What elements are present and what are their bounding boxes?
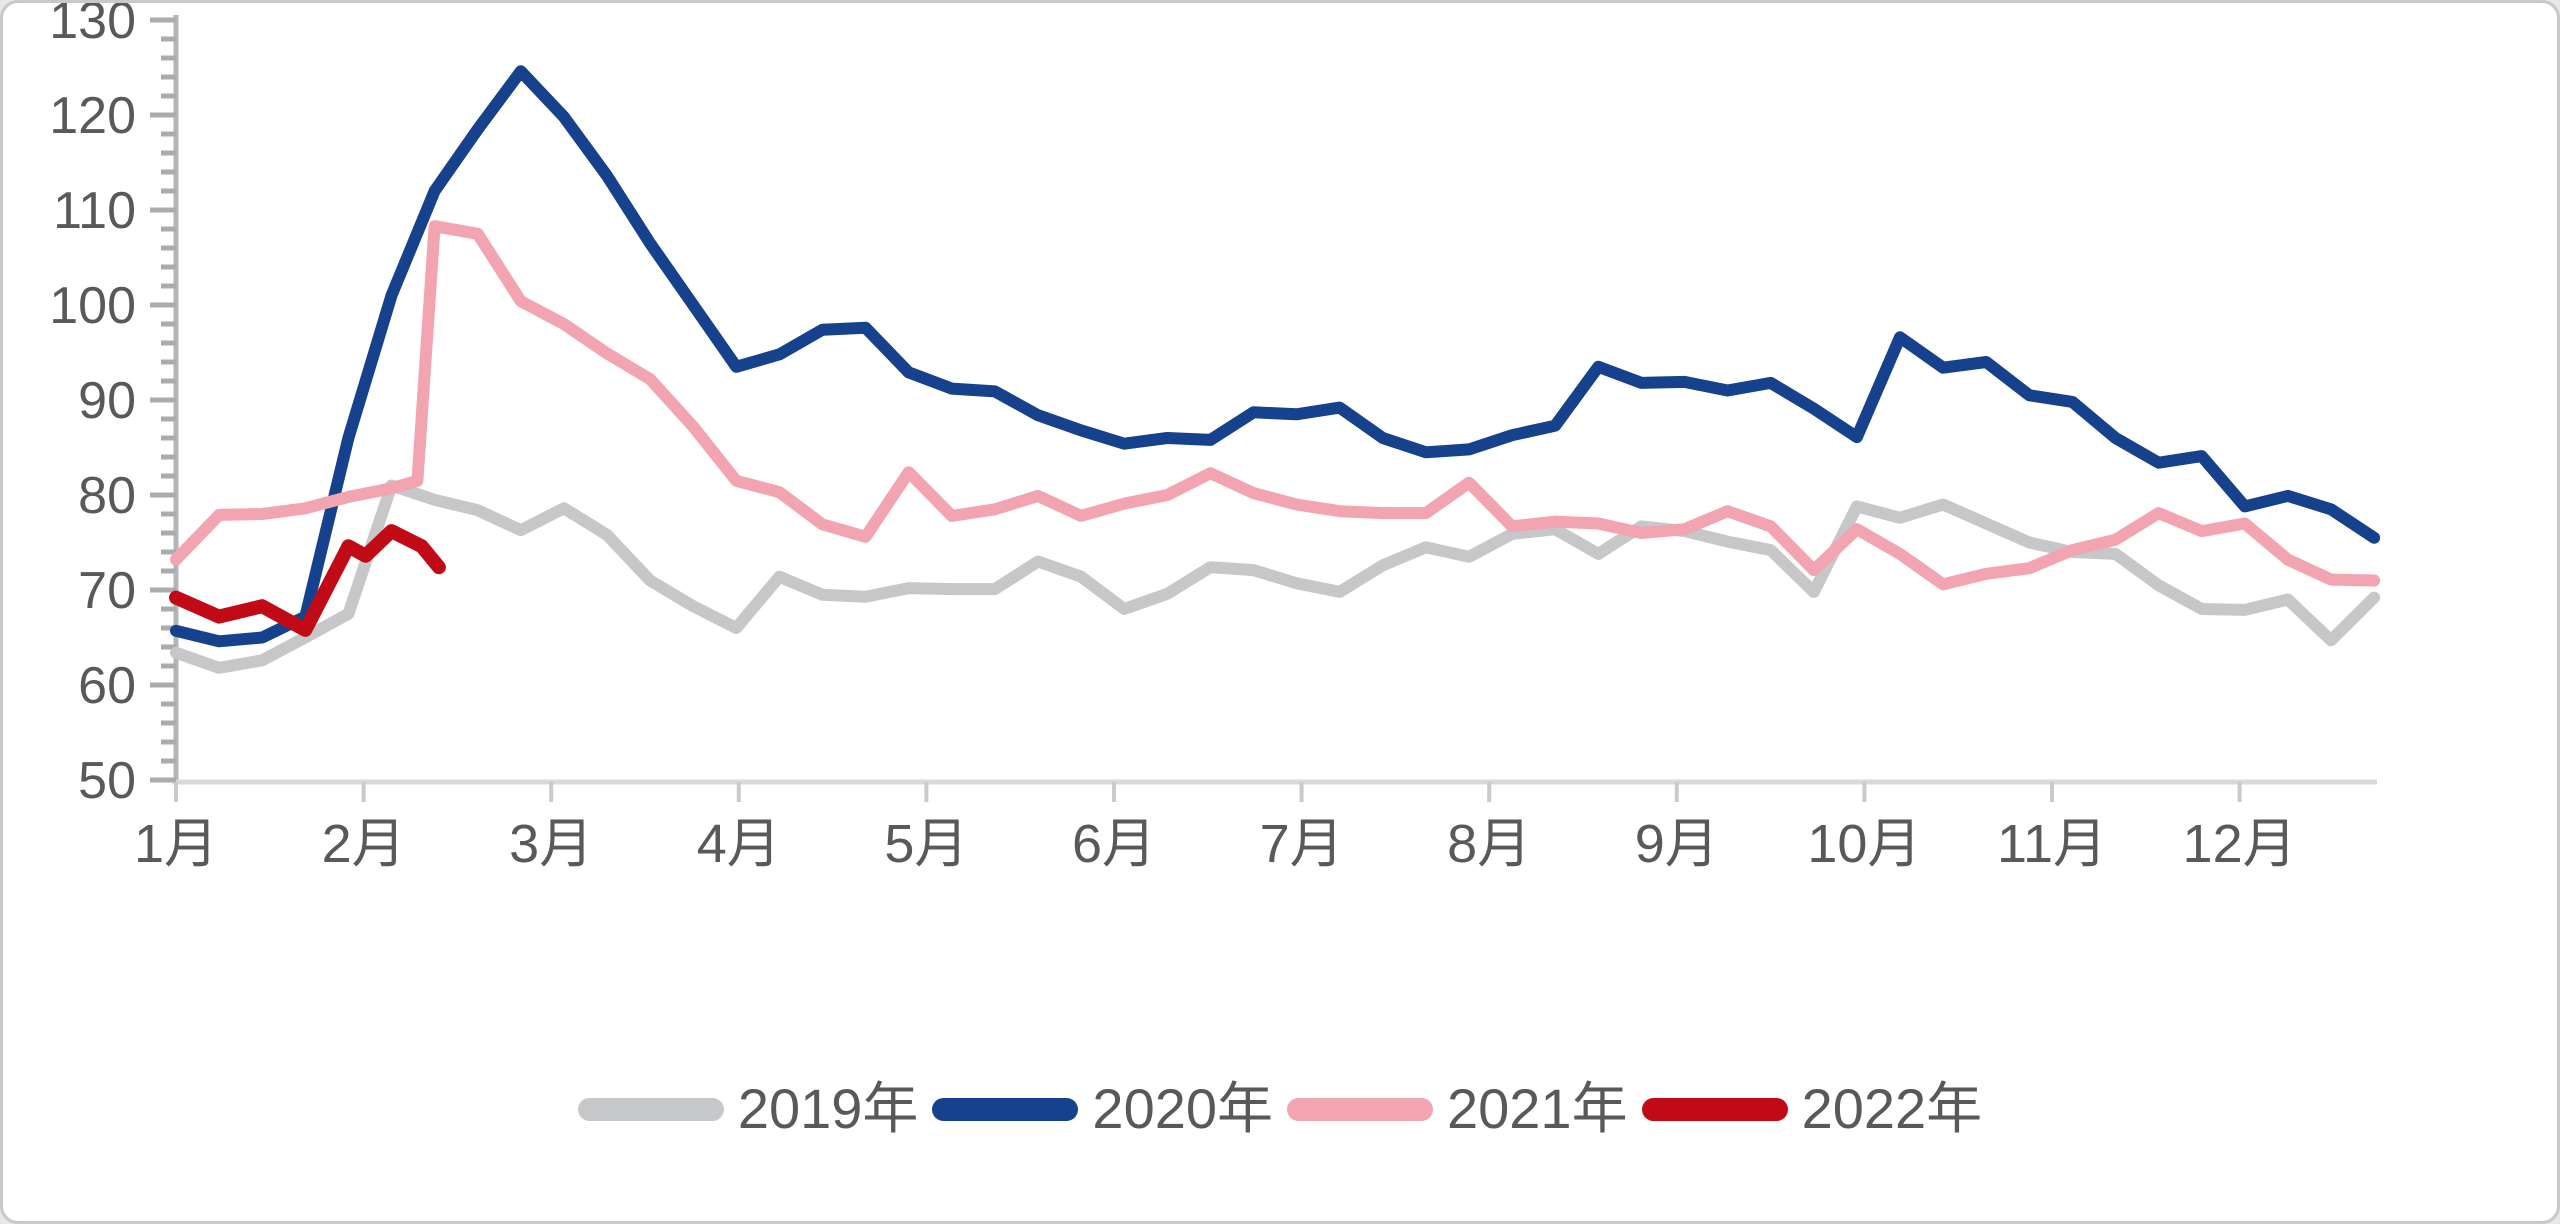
x-axis-label: 4月 [697,814,781,874]
y-axis-label: 130 [49,3,136,50]
legend-swatch-icon [1641,1097,1788,1121]
x-axis-label: 7月 [1260,814,1344,874]
y-axis-label: 100 [49,277,136,335]
legend-label: 2022年 [1801,1077,1983,1140]
y-axis-label: 60 [78,657,136,715]
x-axis-label: 6月 [1072,814,1156,874]
legend-swatch-icon [1287,1097,1433,1121]
legend-item-2020年[interactable]: 2020年 [932,1081,1273,1137]
legend-item-2019年[interactable]: 2019年 [577,1077,919,1140]
y-axis-label: 50 [78,752,136,810]
legend-label: 2020年 [1092,1077,1273,1140]
x-axis-label: 10月 [1807,814,1921,874]
legend-item-2022年[interactable]: 2022年 [1641,1077,1983,1140]
y-axis-label: 70 [78,562,136,620]
y-axis-label: 110 [53,182,136,240]
series-line-2021年 [170,220,2381,591]
series-line-2019年 [170,479,2381,674]
x-axis-label: 8月 [1447,814,1531,874]
x-axis-label: 11月 [1997,814,2107,874]
x-axis-label: 9月 [1635,814,1719,874]
y-axis-label: 90 [78,372,136,430]
legend-swatch-icon [577,1097,724,1121]
series-line-2022年 [169,524,446,637]
legend-label: 2021年 [1447,1077,1628,1140]
x-axis-label: 5月 [884,814,968,874]
y-axis-label: 80 [78,467,136,525]
x-axis-label: 3月 [509,814,593,874]
legend-item-2021年[interactable]: 2021年 [1287,1081,1628,1137]
line-chart: 50 60 70 80 90 100 110 120 130 1月 2月 3月 4月 5月 6月 7月 8月 9月… [49,3,2381,874]
x-axis-label: 12月 [2183,814,2297,874]
y-axis-label: 120 [49,87,136,145]
series-line-2020年 [170,65,2381,648]
legend-swatch-icon [932,1097,1079,1121]
x-axis-label: 1月 [134,814,218,874]
x-axis-label: 2月 [322,814,406,874]
chart-legend: 2019年 2020年 2021年 2022年 [3,1081,2557,1137]
legend-label: 2019年 [737,1077,919,1140]
